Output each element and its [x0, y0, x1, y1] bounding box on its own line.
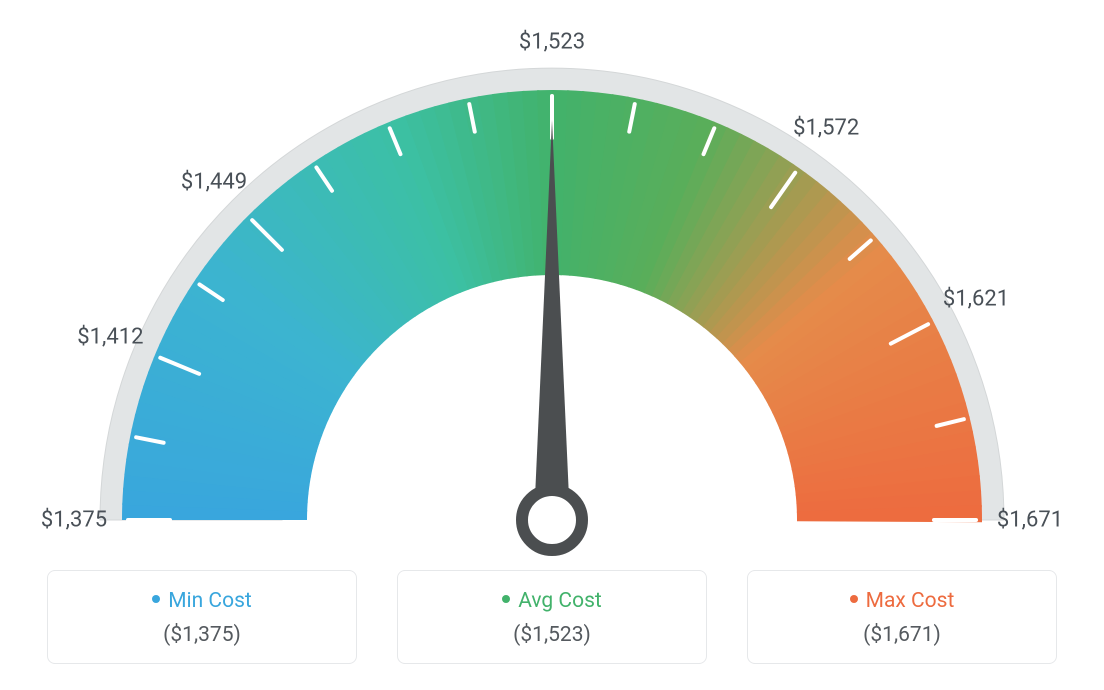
legend-title-max-text: Max Cost: [866, 589, 955, 613]
gauge-tick-label: $1,375: [41, 508, 107, 533]
gauge-tick-label: $1,449: [181, 170, 247, 195]
gauge-tick-label: $1,523: [519, 30, 585, 55]
legend-value-avg: ($1,523): [398, 623, 706, 647]
gauge-tick-label: $1,671: [997, 508, 1063, 533]
gauge-tick-label: $1,572: [793, 116, 859, 141]
legend-title-min-text: Min Cost: [168, 589, 252, 613]
legend-dot-min: [152, 595, 160, 603]
gauge-tick-label: $1,412: [77, 325, 143, 350]
legend-card-min: Min Cost ($1,375): [47, 570, 357, 664]
legend-dot-max: [850, 595, 858, 603]
legend-title-max: Max Cost: [748, 589, 1056, 613]
legend-title-avg: Avg Cost: [398, 589, 706, 613]
gauge-chart: $1,375 $1,412 $1,449 $1,523 $1,572 $1,621 $1,6…: [0, 0, 1104, 560]
legend-dot-avg: [502, 595, 510, 603]
legend-title-min: Min Cost: [48, 589, 356, 613]
legend-card-max: Max Cost ($1,671): [747, 570, 1057, 664]
legend-card-avg: Avg Cost ($1,523): [397, 570, 707, 664]
legend-value-max: ($1,671): [748, 623, 1056, 647]
gauge-svg: [0, 0, 1104, 560]
legend-title-avg-text: Avg Cost: [518, 589, 602, 613]
gauge-tick-label: $1,621: [943, 287, 1009, 312]
legend-value-min: ($1,375): [48, 623, 356, 647]
legend-row: Min Cost ($1,375) Avg Cost ($1,523) Max …: [0, 570, 1104, 664]
